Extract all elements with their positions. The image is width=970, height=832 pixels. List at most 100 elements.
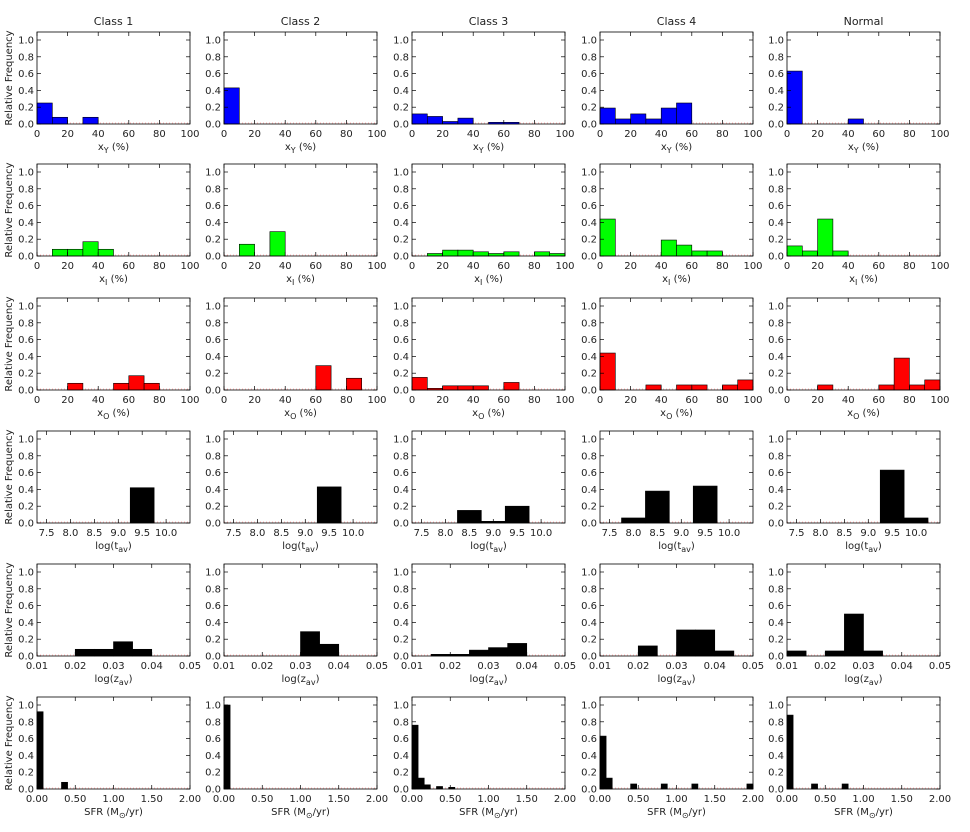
y-tick-label: 0.0 — [768, 120, 784, 131]
y-axis-label: Relative Frequency — [4, 695, 15, 790]
x-tick-label: 60 — [309, 261, 322, 272]
panel-sfr-normal: 0.0 0.2 0.4 0.6 0.8 1.0 0.00 0.50 1.00 1.50 2.00 SF… — [768, 696, 951, 820]
y-tick-label: 0.0 — [581, 519, 597, 530]
histogram-bar — [786, 714, 794, 790]
histogram-bar — [645, 490, 670, 524]
histogram-bar — [346, 377, 362, 391]
y-tick-label: 0.0 — [205, 652, 221, 663]
x-axis-label: xI (%) — [849, 274, 878, 287]
x-tick-label: 60 — [497, 261, 510, 272]
x-tick-label: 60 — [309, 395, 322, 406]
panel-log_t-class-1: 0.0 0.2 0.4 0.6 0.8 1.0 7.5 8.0 8.5 9.0 9.5 10.0 log… — [18, 430, 191, 554]
y-tick-label: 0.4 — [205, 352, 221, 363]
x-tick-label: 20 — [248, 261, 261, 272]
x-axis-label: log(zav) — [470, 674, 508, 687]
y-axis-label: Relative Frequency — [4, 30, 15, 125]
panel-x_Y-class-1: 0.0 0.2 0.4 0.6 0.8 1.0 0 20 40 60 80 100 xY (%) — [18, 31, 200, 155]
x-tick-label: 60 — [872, 395, 885, 406]
histogram-bar — [878, 384, 895, 391]
panel-log_t-class-4: 0.0 0.2 0.4 0.6 0.8 1.0 7.5 8.0 8.5 9.0 9.5 10.0 log… — [581, 430, 754, 554]
y-tick-label: 0.0 — [18, 652, 34, 663]
y-tick-label: 1.0 — [393, 36, 409, 47]
x-tick-label: 100 — [555, 129, 574, 140]
plot-frame — [786, 163, 941, 257]
y-tick-label: 0.4 — [393, 218, 409, 229]
histogram-bar — [832, 250, 849, 257]
histogram-bar — [614, 118, 631, 125]
y-tick-label: 0.8 — [205, 451, 221, 462]
x-tick-label: 0.01 — [213, 661, 235, 672]
y-tick-label: 0.0 — [18, 252, 34, 263]
x-tick-label: 8.0 — [250, 528, 266, 539]
panel-x_I-class-2: 0.0 0.2 0.4 0.6 0.8 1.0 0 20 40 60 80 100 xI (%) — [205, 163, 387, 287]
y-tick-label: 0.2 — [205, 369, 221, 380]
panel-x_I-class-3: 0.0 0.2 0.4 0.6 0.8 1.0 0 20 40 60 80 100 xI (%) — [393, 163, 575, 287]
panel-log_t-class-3: 0.0 0.2 0.4 0.6 0.8 1.0 7.5 8.0 8.5 9.0 9.5 10.0 log… — [393, 430, 566, 554]
y-tick-label: 0.2 — [581, 235, 597, 246]
x-tick-label: 0.02 — [64, 661, 86, 672]
y-tick-label: 0.8 — [768, 318, 784, 329]
histogram-bar — [507, 643, 528, 657]
histogram-bar — [128, 375, 145, 391]
y-tick-label: 0.0 — [768, 785, 784, 796]
plot-frame — [786, 430, 941, 524]
y-tick-label: 0.2 — [205, 502, 221, 513]
plot-frame — [411, 430, 566, 524]
x-tick-label: 40 — [655, 395, 668, 406]
y-tick-label: 1.0 — [205, 302, 221, 313]
histogram-bar — [645, 118, 662, 125]
y-tick-label: 0.4 — [18, 751, 34, 762]
y-tick-label: 1.0 — [581, 435, 597, 446]
y-tick-label: 0.6 — [205, 69, 221, 80]
y-tick-label: 0.6 — [205, 601, 221, 612]
x-tick-label: 20 — [61, 261, 74, 272]
x-tick-label: 0 — [597, 261, 603, 272]
x-tick-label: 100 — [555, 395, 574, 406]
histogram-bar — [722, 384, 739, 391]
y-tick-label: 1.0 — [205, 435, 221, 446]
y-tick-label: 0.4 — [205, 86, 221, 97]
y-tick-label: 0.0 — [393, 252, 409, 263]
x-tick-label: 0.01 — [589, 661, 611, 672]
histogram-bar — [676, 629, 696, 657]
y-tick-label: 0.6 — [581, 601, 597, 612]
y-tick-label: 0.2 — [581, 635, 597, 646]
x-tick-label: 0 — [409, 129, 415, 140]
y-tick-label: 0.4 — [205, 218, 221, 229]
x-tick-label: 7.5 — [39, 528, 55, 539]
y-tick-label: 0.8 — [18, 52, 34, 63]
y-tick-label: 0.2 — [205, 235, 221, 246]
histogram-bar — [695, 629, 716, 657]
x-tick-label: 8.5 — [273, 528, 289, 539]
y-tick-label: 0.4 — [393, 352, 409, 363]
y-tick-label: 0.2 — [581, 369, 597, 380]
x-axis-label: SFR (M⊙/yr) — [647, 807, 706, 820]
x-tick-label: 0.04 — [516, 661, 538, 672]
y-tick-label: 1.0 — [393, 435, 409, 446]
x-tick-label: 8.0 — [626, 528, 642, 539]
y-tick-label: 0.2 — [393, 369, 409, 380]
panel-log_z-normal: 0.0 0.2 0.4 0.6 0.8 1.0 0.01 0.02 0.03 0.04 0.05 lo… — [768, 563, 951, 687]
histogram-bar — [801, 250, 818, 257]
panel-x_O-class-2: 0.0 0.2 0.4 0.6 0.8 1.0 0 20 40 60 80 100 xO (%) — [205, 297, 387, 421]
x-tick-label: 8.0 — [813, 528, 829, 539]
x-tick-label: 10.0 — [155, 528, 177, 539]
x-tick-label: 80 — [153, 395, 166, 406]
y-tick-label: 0.4 — [393, 485, 409, 496]
histogram-bar — [61, 781, 68, 790]
x-tick-label: 60 — [685, 261, 698, 272]
x-tick-label: 0.03 — [289, 661, 311, 672]
x-tick-label: 10.0 — [342, 528, 364, 539]
y-tick-label: 1.0 — [768, 36, 784, 47]
histogram-bar — [469, 649, 489, 657]
histogram-bar — [269, 231, 286, 257]
y-tick-label: 0.6 — [393, 201, 409, 212]
y-tick-label: 0.4 — [205, 485, 221, 496]
histogram-bar — [844, 613, 864, 657]
y-tick-label: 0.2 — [205, 635, 221, 646]
y-tick-label: 0.8 — [18, 451, 34, 462]
y-tick-label: 0.2 — [581, 103, 597, 114]
y-tick-label: 0.0 — [768, 652, 784, 663]
x-tick-label: 100 — [743, 395, 762, 406]
histogram-bar — [457, 117, 474, 125]
